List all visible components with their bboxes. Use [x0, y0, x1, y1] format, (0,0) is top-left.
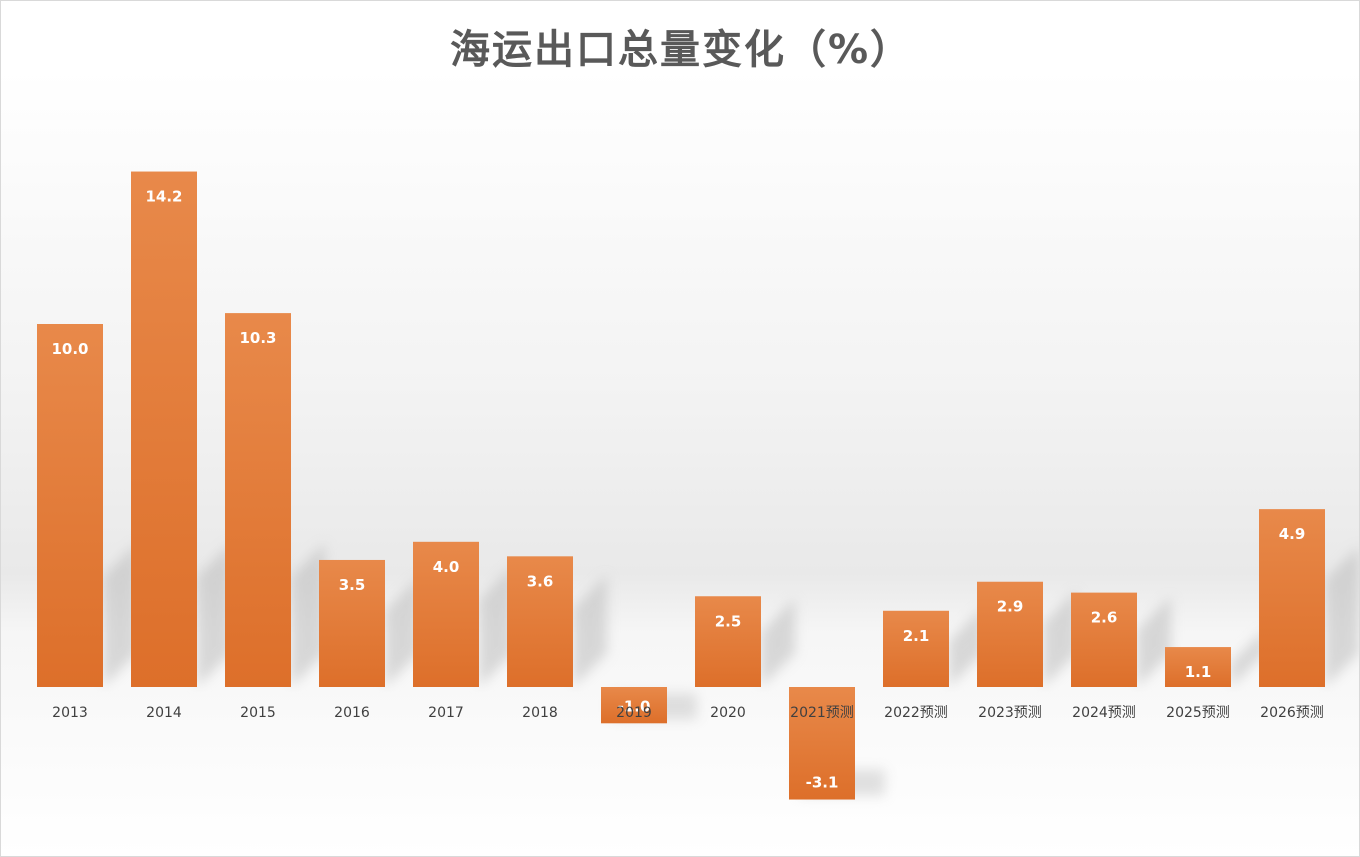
data-labels: 10.0 14.2 10.3 3.5 4.0 3.6 -1.0 2.5 -3.1 2.1 2.9 2.… [51, 188, 1305, 792]
data-label-2026预测: 4.9 [1279, 525, 1306, 543]
data-label-2020: 2.5 [715, 612, 742, 630]
bar-shadow-3 [385, 576, 419, 687]
tick-label-2021预测: 2021预测 [790, 705, 854, 721]
bar-shadow-11 [1137, 596, 1171, 687]
bar-shadow-1 [197, 543, 231, 687]
chart-title: 海运出口总量变化（%） [449, 27, 913, 73]
data-label-2019: -1.0 [618, 697, 651, 715]
bar-2025预测 [1165, 647, 1231, 687]
data-label-2015: 10.3 [239, 329, 276, 347]
bar-shadow-10 [1043, 589, 1077, 687]
tick-label-2023预测: 2023预测 [978, 705, 1042, 721]
bar-2024预测 [1071, 592, 1137, 687]
data-label-2024预测: 2.6 [1091, 609, 1118, 627]
data-label-2014: 14.2 [145, 188, 182, 206]
bar-shadow-13 [1325, 546, 1359, 687]
bar-2017 [413, 541, 479, 687]
tick-label-2024预测: 2024预测 [1072, 705, 1136, 721]
tick-label-2019: 2019 [616, 705, 652, 721]
bar-2020 [695, 596, 761, 687]
tick-label-2015: 2015 [240, 705, 276, 721]
bar-shadow-7 [761, 598, 795, 687]
bar-shadow-12 [1231, 629, 1265, 687]
bar-2026预测 [1259, 509, 1325, 687]
bar-2021预测 [789, 687, 855, 800]
data-label-2021预测: -3.1 [806, 774, 839, 792]
bar-2023预测 [977, 581, 1043, 687]
data-label-2013: 10.0 [51, 340, 88, 358]
data-label-2017: 4.0 [433, 558, 460, 576]
tick-label-2020: 2020 [710, 705, 746, 721]
bar-2015 [225, 313, 291, 687]
tick-label-2022预测: 2022预测 [884, 705, 948, 721]
data-label-2022预测: 2.1 [903, 627, 930, 645]
tick-label-2025预测: 2025预测 [1166, 705, 1230, 721]
bar-2018 [507, 556, 573, 687]
data-label-2018: 3.6 [527, 572, 554, 590]
x-axis-ticks: 2013 2014 2015 2016 2017 2018 2019 2020 2021预测 20… [52, 705, 1324, 721]
bar-shadow-5 [573, 574, 607, 687]
bar-2016 [319, 559, 385, 687]
bar-2022预测 [883, 610, 949, 687]
bar-shadow-9 [949, 607, 983, 687]
tick-label-2017: 2017 [428, 705, 464, 721]
data-label-2016: 3.5 [339, 576, 366, 594]
bars [37, 171, 1325, 800]
bar-shadow-0 [103, 543, 137, 687]
tick-label-2018: 2018 [522, 705, 558, 721]
tick-label-2014: 2014 [146, 705, 182, 721]
bar-2014 [131, 171, 197, 688]
bar-2019 [601, 687, 667, 724]
data-label-2023预测: 2.9 [997, 598, 1024, 616]
tick-label-2013: 2013 [52, 705, 88, 721]
bar-shadow-4 [479, 565, 513, 687]
bar-shadow-2 [291, 543, 325, 687]
data-label-2025预测: 1.1 [1185, 663, 1212, 681]
tick-label-2026预测: 2026预测 [1260, 705, 1324, 721]
tick-label-2016: 2016 [334, 705, 370, 721]
bar-2013 [37, 324, 103, 687]
